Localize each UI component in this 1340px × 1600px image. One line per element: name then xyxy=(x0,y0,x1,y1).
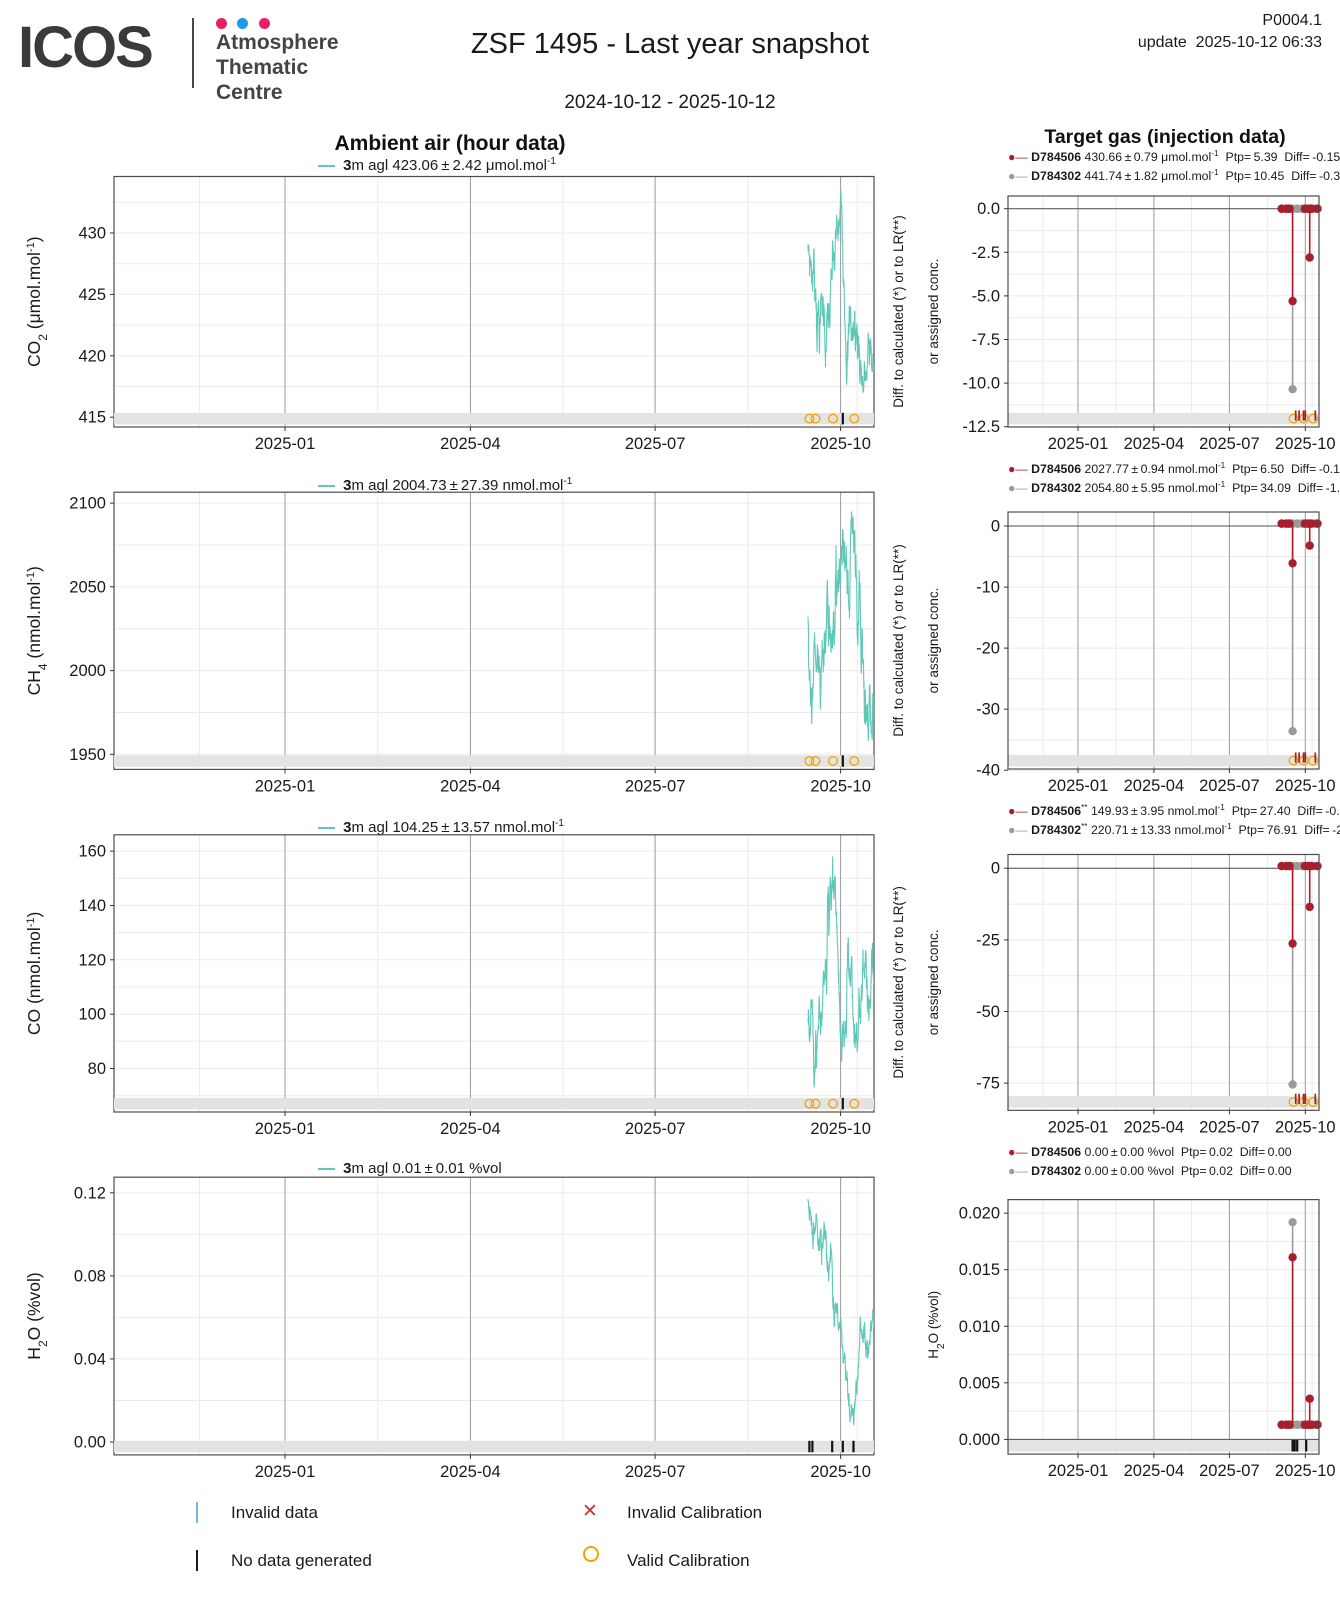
svg-text:2025-04: 2025-04 xyxy=(1124,777,1185,795)
svg-text:100: 100 xyxy=(78,1006,106,1024)
svg-text:2025-04: 2025-04 xyxy=(440,435,501,453)
svg-text:0.12: 0.12 xyxy=(74,1184,106,1202)
svg-text:2100: 2100 xyxy=(69,495,106,513)
svg-text:2025-01: 2025-01 xyxy=(1048,1118,1109,1136)
svg-text:0.020: 0.020 xyxy=(959,1205,1000,1223)
svg-text:CH4 (nmol.mol-1): CH4 (nmol.mol-1) xyxy=(24,566,50,695)
svg-text:-7.5: -7.5 xyxy=(972,331,1000,349)
svg-text:1950: 1950 xyxy=(69,746,106,764)
svg-text:0.000: 0.000 xyxy=(959,1431,1000,1449)
svg-text:2025-07: 2025-07 xyxy=(625,1463,686,1481)
svg-text:-2.5: -2.5 xyxy=(972,244,1000,262)
svg-text:2025-01: 2025-01 xyxy=(255,1463,316,1481)
svg-text:-20: -20 xyxy=(976,640,1000,658)
svg-text:Diff. to calculated (*) or to: Diff. to calculated (*) or to LR(**) xyxy=(891,215,906,408)
svg-text:-12.5: -12.5 xyxy=(962,418,1000,436)
svg-text:2025-04: 2025-04 xyxy=(1124,1462,1185,1480)
svg-text:0.010: 0.010 xyxy=(959,1318,1000,1336)
svg-text:0.0: 0.0 xyxy=(977,200,1000,218)
svg-text:2025-07: 2025-07 xyxy=(625,1120,686,1138)
svg-text:2025-07: 2025-07 xyxy=(1199,777,1260,795)
svg-text:2050: 2050 xyxy=(69,578,106,596)
svg-text:2025-10: 2025-10 xyxy=(810,1463,871,1481)
svg-text:CO2 (μmol.mol-1): CO2 (μmol.mol-1) xyxy=(24,236,50,367)
svg-text:0: 0 xyxy=(991,518,1000,536)
svg-text:2025-07: 2025-07 xyxy=(1199,435,1260,453)
svg-text:420: 420 xyxy=(78,347,106,365)
svg-text:0.04: 0.04 xyxy=(74,1350,106,1368)
svg-text:2025-01: 2025-01 xyxy=(1048,777,1109,795)
svg-text:140: 140 xyxy=(78,897,106,915)
svg-text:-25: -25 xyxy=(976,931,1000,949)
svg-text:Diff. to calculated (*) or to: Diff. to calculated (*) or to LR(**) xyxy=(891,544,906,737)
svg-text:2025-01: 2025-01 xyxy=(255,777,316,795)
svg-text:2025-04: 2025-04 xyxy=(440,777,501,795)
svg-text:0.005: 0.005 xyxy=(959,1374,1000,1392)
svg-text:2025-10: 2025-10 xyxy=(1275,777,1336,795)
svg-text:or assigned conc.: or assigned conc. xyxy=(926,588,941,694)
svg-text:or assigned conc.: or assigned conc. xyxy=(926,929,941,1035)
svg-text:2025-04: 2025-04 xyxy=(440,1120,501,1138)
svg-text:2025-10: 2025-10 xyxy=(1275,1462,1336,1480)
svg-text:or assigned conc.: or assigned conc. xyxy=(926,259,941,365)
svg-text:2025-04: 2025-04 xyxy=(1124,1118,1185,1136)
svg-text:2025-01: 2025-01 xyxy=(255,435,316,453)
svg-text:2025-01: 2025-01 xyxy=(255,1120,316,1138)
svg-text:430: 430 xyxy=(78,225,106,243)
svg-text:Diff. to calculated (*) or to: Diff. to calculated (*) or to LR(**) xyxy=(891,886,906,1079)
svg-text:-5.0: -5.0 xyxy=(972,287,1000,305)
svg-text:-75: -75 xyxy=(976,1075,1000,1093)
svg-text:2025-10: 2025-10 xyxy=(810,777,871,795)
svg-text:-50: -50 xyxy=(976,1003,1000,1021)
svg-text:2025-04: 2025-04 xyxy=(440,1463,501,1481)
svg-text:2025-10: 2025-10 xyxy=(1275,435,1336,453)
svg-text:H2O (%vol): H2O (%vol) xyxy=(24,1272,50,1359)
svg-text:415: 415 xyxy=(78,409,106,427)
svg-text:H2O (%vol): H2O (%vol) xyxy=(926,1291,947,1359)
svg-text:-10.0: -10.0 xyxy=(962,375,1000,393)
svg-text:2000: 2000 xyxy=(69,662,106,680)
svg-text:2025-10: 2025-10 xyxy=(810,435,871,453)
svg-text:2025-07: 2025-07 xyxy=(625,435,686,453)
svg-text:2025-01: 2025-01 xyxy=(1048,435,1109,453)
svg-text:-30: -30 xyxy=(976,701,1000,719)
svg-text:2025-04: 2025-04 xyxy=(1124,435,1185,453)
svg-text:2025-07: 2025-07 xyxy=(1199,1462,1260,1480)
svg-text:2025-01: 2025-01 xyxy=(1048,1462,1109,1480)
svg-text:CO (nmol.mol-1): CO (nmol.mol-1) xyxy=(24,912,44,1036)
svg-text:0.00: 0.00 xyxy=(74,1434,106,1452)
svg-text:80: 80 xyxy=(88,1060,106,1078)
svg-text:0.015: 0.015 xyxy=(959,1261,1000,1279)
svg-text:2025-10: 2025-10 xyxy=(1275,1118,1336,1136)
svg-text:-40: -40 xyxy=(976,762,1000,780)
svg-text:-10: -10 xyxy=(976,579,1000,597)
svg-text:160: 160 xyxy=(78,843,106,861)
svg-text:120: 120 xyxy=(78,951,106,969)
svg-text:2025-07: 2025-07 xyxy=(1199,1118,1260,1136)
svg-text:2025-07: 2025-07 xyxy=(625,777,686,795)
svg-text:0: 0 xyxy=(991,860,1000,878)
svg-text:425: 425 xyxy=(78,286,106,304)
svg-text:0.08: 0.08 xyxy=(74,1267,106,1285)
svg-text:2025-10: 2025-10 xyxy=(810,1120,871,1138)
